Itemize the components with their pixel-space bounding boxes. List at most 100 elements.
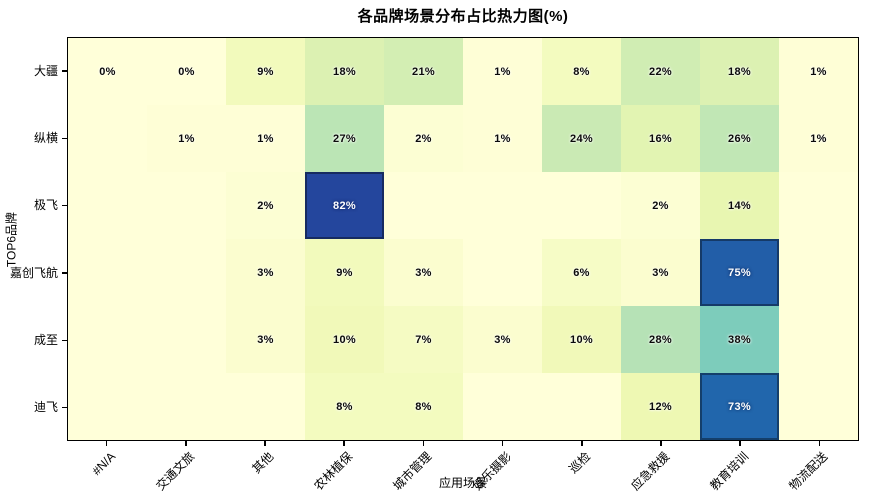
heatmap-cell: 3% <box>463 306 542 373</box>
y-tick-mark <box>62 339 67 341</box>
cell-value: 8% <box>336 400 353 413</box>
x-tick-label: 其他 <box>249 449 277 477</box>
heatmap-cell: 10% <box>305 306 384 373</box>
y-tick-label: 成至 <box>33 333 58 347</box>
cell-value: 0% <box>178 65 195 78</box>
cell-value: 27% <box>333 132 356 145</box>
cell-value: 73% <box>728 400 751 413</box>
cell-value: 2% <box>415 132 432 145</box>
cell-value: 24% <box>570 132 593 145</box>
y-tick-mark <box>62 406 67 409</box>
heatmap-cell: 1% <box>226 105 305 172</box>
cell-value: 12% <box>649 400 672 413</box>
heatmap-cell <box>779 373 858 440</box>
heatmap-cell <box>68 306 147 373</box>
heatmap-cell <box>147 172 226 239</box>
heatmap-cell: 3% <box>226 239 305 306</box>
heatmap-cell: 6% <box>542 239 621 306</box>
heatmap-cell <box>463 373 542 440</box>
heatmap-cell <box>68 373 147 440</box>
heatmap-cell: 21% <box>384 38 463 105</box>
heatmap-cell: 28% <box>621 306 700 373</box>
cell-value: 6% <box>573 266 590 279</box>
heatmap-cell: 73% <box>700 373 779 440</box>
cell-value: 21% <box>412 65 435 78</box>
y-tick-label: 嘉创飞航 <box>9 265 58 280</box>
heatmap-cell: 75% <box>700 239 779 306</box>
heatmap-cell: 26% <box>700 105 779 172</box>
cell-value: 38% <box>728 333 751 346</box>
cell-value: 9% <box>336 266 353 279</box>
heatmap-cell <box>779 306 858 373</box>
cell-value: 1% <box>494 132 511 145</box>
heatmap-cell: 10% <box>542 306 621 373</box>
y-tick-label: 迪飞 <box>33 400 58 415</box>
cell-value: 10% <box>570 333 593 346</box>
x-tick-mark <box>422 441 425 446</box>
y-tick-label: 极飞 <box>33 198 58 213</box>
heatmap-cell <box>463 239 542 306</box>
x-tick-mark <box>264 441 266 446</box>
cell-value: 82% <box>333 199 356 212</box>
heatmap-cell: 38% <box>700 306 779 373</box>
cell-value: 2% <box>652 199 669 212</box>
cell-value: 3% <box>257 266 274 279</box>
heatmap-cell: 18% <box>305 38 384 105</box>
cell-value: 1% <box>257 132 274 145</box>
heatmap-cell: 9% <box>226 38 305 105</box>
cell-value: 2% <box>257 199 274 212</box>
x-tick-label: 巡检 <box>566 449 593 477</box>
heatmap-cell: 14% <box>700 172 779 239</box>
cell-value: 18% <box>728 65 751 78</box>
cell-value: 75% <box>728 266 751 279</box>
y-tick-mark <box>62 70 67 72</box>
y-tick-label: 纵横 <box>33 131 58 145</box>
heatmap-cell: 8% <box>542 38 621 105</box>
heatmap-cell <box>147 373 226 440</box>
y-axis-title: TOP6品牌 <box>4 211 19 268</box>
heatmap-cell: 24% <box>542 105 621 172</box>
cell-value: 1% <box>810 132 827 145</box>
heatmap-cell <box>384 172 463 239</box>
x-tick-mark <box>581 441 583 446</box>
cell-value: 10% <box>333 333 356 346</box>
cell-value: 18% <box>333 65 356 78</box>
heatmap-cell: 2% <box>384 105 463 172</box>
heatmap-cell: 1% <box>779 105 858 172</box>
cell-value: 16% <box>649 132 672 145</box>
heatmap-cell: 2% <box>621 172 700 239</box>
y-tick-mark <box>62 137 67 139</box>
heatmap-cell <box>779 239 858 306</box>
heatmap-cell: 16% <box>621 105 700 172</box>
heatmap-cell: 3% <box>384 239 463 306</box>
heatmap-cell: 27% <box>305 105 384 172</box>
heatmap-cell <box>68 239 147 306</box>
heatmap-cell: 22% <box>621 38 700 105</box>
heatmap-cell: 82% <box>305 172 384 239</box>
x-tick-mark <box>185 441 187 446</box>
x-tick-mark <box>105 441 108 446</box>
heatmap-cell <box>147 239 226 306</box>
heatmap-cell <box>226 373 305 440</box>
x-tick-mark <box>739 441 741 446</box>
x-tick-mark <box>501 441 504 446</box>
heatmap-cell <box>147 306 226 373</box>
cell-value: 7% <box>415 333 432 346</box>
cell-value: 14% <box>728 199 751 212</box>
cell-value: 8% <box>573 65 590 78</box>
plot-area: 0% 0% 9% 18% 21% 1% 8% 22% 18% 1% 1% 1% 27% 2% 1% 24% 16… <box>67 37 859 441</box>
heatmap-cell <box>542 373 621 440</box>
heatmap-cell <box>68 105 147 172</box>
y-tick-label: 大疆 <box>33 63 58 78</box>
chart-title: 各品牌场景分布占比热力图(%) <box>357 8 569 25</box>
cell-value: 8% <box>415 400 432 413</box>
x-tick-mark <box>343 441 345 446</box>
heatmap-cell: 1% <box>463 105 542 172</box>
heatmap-cell: 18% <box>700 38 779 105</box>
cell-value: 0% <box>99 65 116 78</box>
heatmap-cell: 8% <box>384 373 463 440</box>
heatmap-cell: 0% <box>147 38 226 105</box>
cell-value: 1% <box>178 132 195 145</box>
heatmap-cell: 1% <box>463 38 542 105</box>
heatmap-cell <box>779 172 858 239</box>
